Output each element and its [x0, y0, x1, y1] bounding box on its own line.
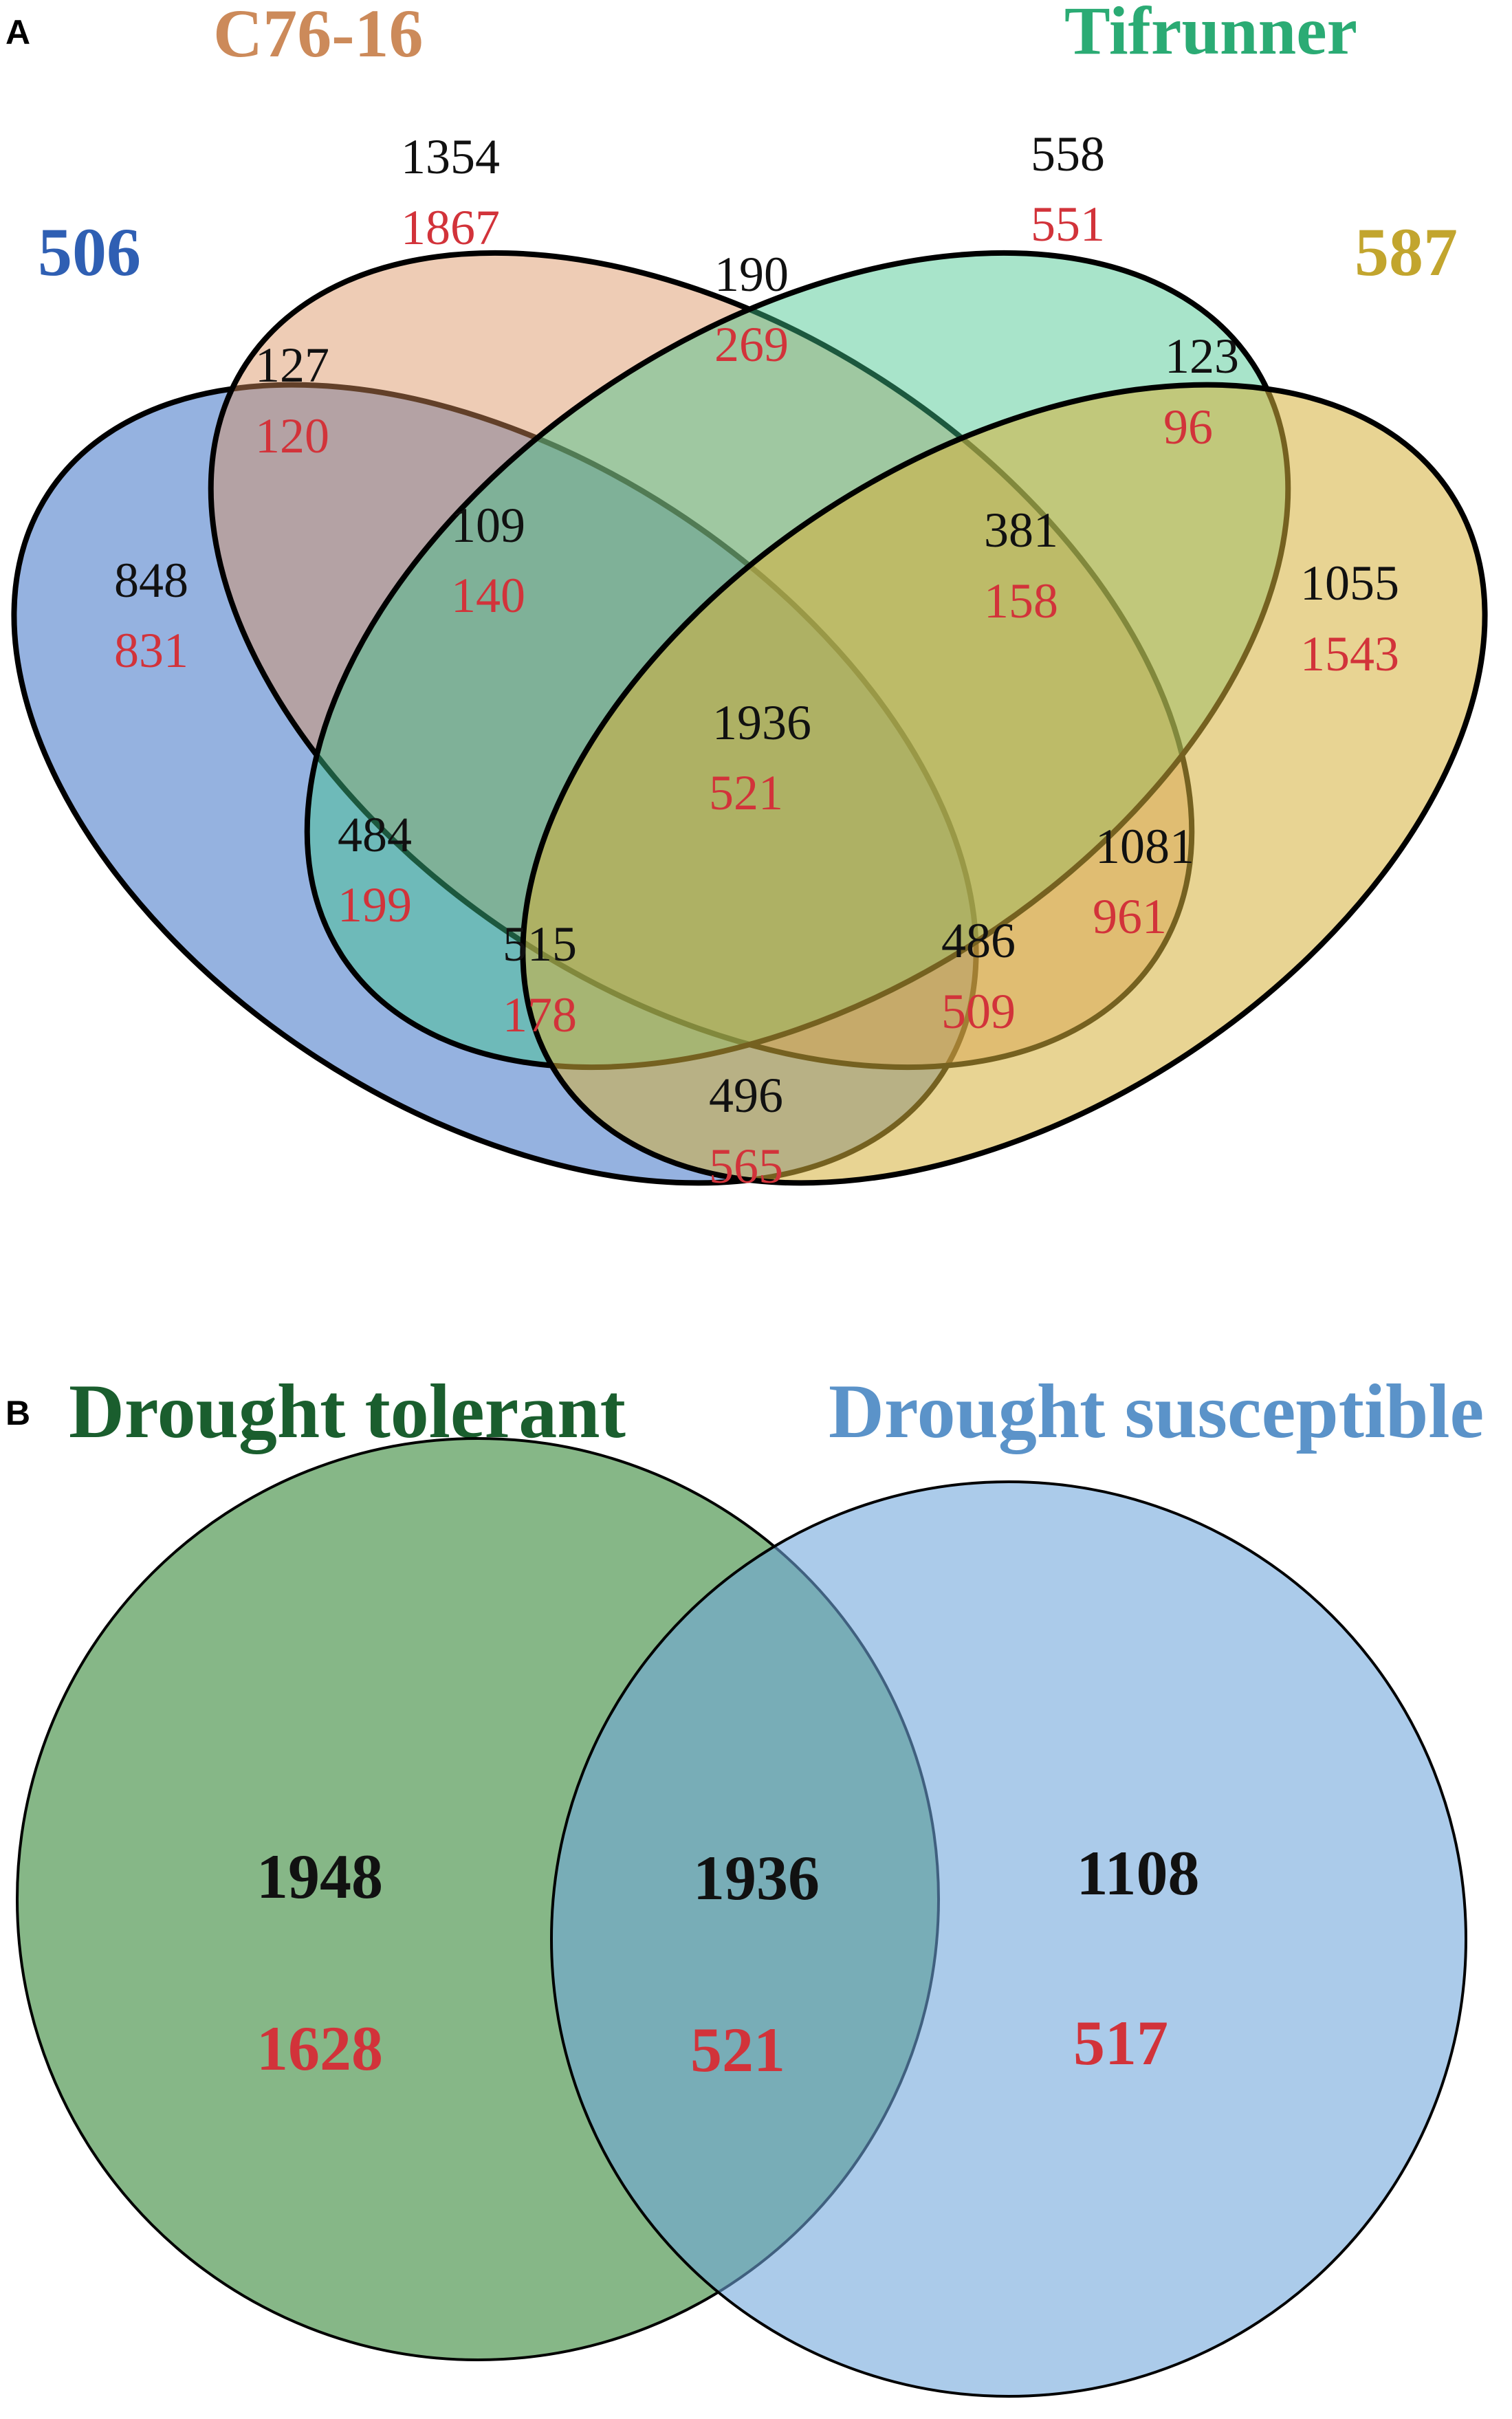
count-black: 1936 [712, 695, 811, 750]
panel-a: A 506 C76-16 Tifrunner 587 1354 1867 558… [6, 0, 1488, 1194]
count-red: 158 [984, 573, 1058, 628]
panel-b: B Drought tolerant Drought susceptible 1… [6, 1369, 1484, 2398]
region-506-tifrunner: 484 199 [338, 807, 412, 932]
count-black: 1081 [1095, 819, 1194, 874]
region-tolerant-only: 1948 1628 [256, 1841, 383, 2083]
count-black: 190 [714, 247, 789, 302]
set-label-506: 506 [38, 214, 141, 290]
count-red: 1543 [1300, 626, 1399, 681]
set-label-tifrunner: Tifrunner [1064, 0, 1357, 69]
region-506-c76-587: 486 509 [941, 913, 1016, 1039]
region-c76-tifrunner: 190 269 [714, 247, 789, 372]
count-black: 1354 [401, 129, 500, 184]
count-black: 484 [338, 807, 412, 862]
count-red: 199 [338, 877, 412, 932]
region-all-four: 1936 521 [709, 695, 811, 820]
region-tifrunner-587: 123 96 [1163, 329, 1239, 455]
set-label-c76-16: C76-16 [213, 0, 424, 72]
count-black: 1055 [1300, 556, 1399, 611]
count-black: 127 [255, 338, 329, 393]
count-red: 178 [503, 987, 577, 1042]
region-c76-only: 1354 1867 [401, 129, 500, 255]
count-red: 517 [1073, 2008, 1168, 2078]
count-red: 551 [1031, 197, 1105, 252]
count-red: 96 [1163, 399, 1213, 455]
count-black: 109 [451, 498, 525, 553]
count-red: 140 [451, 568, 525, 623]
count-black: 515 [503, 917, 577, 972]
region-506-587: 496 565 [709, 1068, 783, 1194]
count-black: 1936 [693, 1843, 820, 1913]
panel-a-letter: A [6, 13, 30, 52]
count-red: 521 [709, 765, 783, 820]
region-c76-tifrunner-587: 381 158 [984, 503, 1058, 628]
count-red: 961 [1093, 889, 1167, 944]
count-black: 381 [984, 503, 1058, 558]
panel-b-letter: B [6, 1394, 30, 1432]
count-red: 120 [255, 408, 329, 463]
region-both: 1936 521 [690, 1843, 820, 2085]
count-black: 848 [114, 553, 188, 608]
count-red: 509 [941, 984, 1016, 1039]
count-red: 521 [690, 2015, 785, 2085]
count-red: 1867 [401, 200, 500, 255]
count-black: 486 [941, 913, 1016, 968]
region-506-c76: 127 120 [255, 338, 329, 463]
region-susceptible-only: 1108 517 [1073, 1838, 1199, 2078]
count-black: 1948 [256, 1841, 383, 1912]
circle-drought-susceptible [550, 1480, 1467, 2398]
count-black: 496 [709, 1068, 783, 1123]
count-black: 123 [1165, 329, 1239, 384]
count-red: 831 [114, 623, 188, 678]
ellipse-587 [520, 382, 1488, 1186]
region-506-c76-tifrunner: 109 140 [451, 498, 525, 623]
region-506-only: 848 831 [114, 553, 188, 678]
region-c76-587: 1081 961 [1093, 819, 1194, 944]
set-label-587: 587 [1355, 214, 1458, 290]
set-label-drought-tolerant: Drought tolerant [69, 1369, 626, 1454]
count-black: 558 [1031, 127, 1105, 182]
region-tifrunner-only: 558 551 [1031, 127, 1105, 252]
count-red: 1628 [256, 2013, 383, 2083]
count-red: 565 [709, 1139, 783, 1194]
set-label-drought-susceptible: Drought susceptible [829, 1369, 1484, 1454]
region-506-tifrunner-587: 515 178 [503, 917, 577, 1042]
count-black: 1108 [1077, 1838, 1200, 1908]
count-red: 269 [714, 317, 789, 372]
region-587-only: 1055 1543 [1300, 556, 1399, 681]
